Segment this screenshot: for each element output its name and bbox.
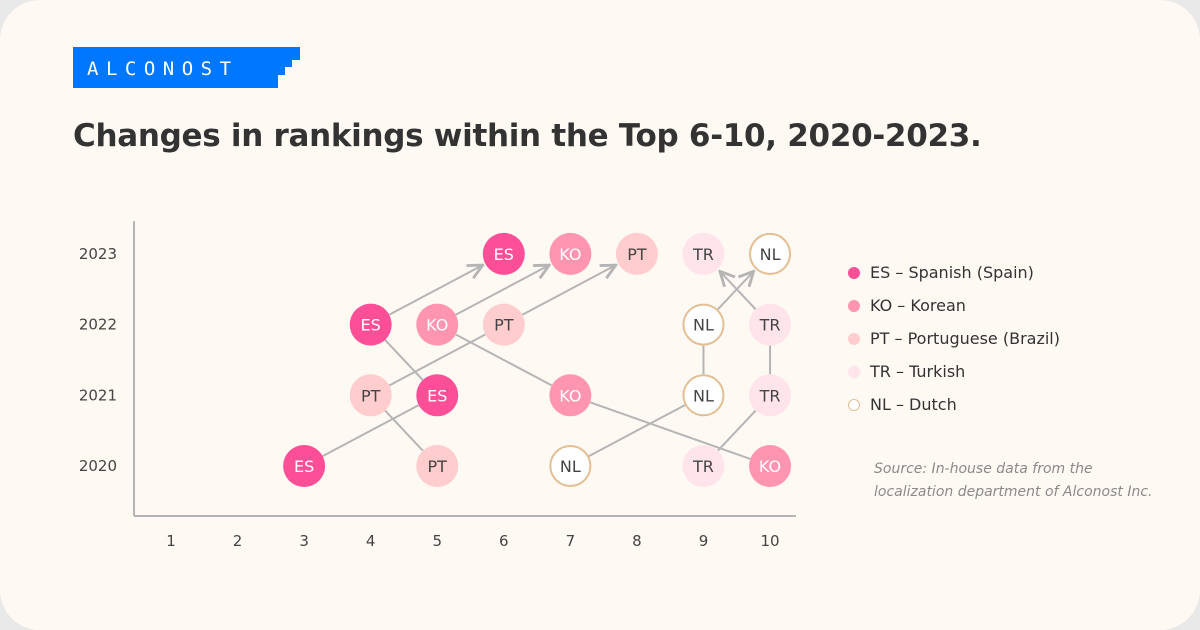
tr-connector [720,271,757,310]
tr-point-2021 [749,374,792,417]
legend-swatch [848,332,860,345]
pt-point-label: PT [428,457,448,476]
es-point-2022 [349,303,392,346]
x-tick-label: 5 [432,532,442,550]
es-connector [384,339,424,381]
source-line-1: Source: In-house data from the [874,461,1093,477]
nl-point-label: NL [693,386,714,405]
legend-item-pt: PT – Portuguese (Brazil) [848,322,1060,355]
es-point-2021 [416,374,459,417]
pt-connector [521,265,615,316]
legend-label: PT – Portuguese (Brazil) [870,329,1060,348]
es-point-label: ES [427,386,447,405]
es-point-label: ES [494,245,514,264]
x-tick-label: 3 [299,532,309,550]
es-connector [322,404,420,458]
alconost-logo: ALCONOST [73,47,300,88]
ko-point-label: KO [426,316,448,335]
es-point-2023 [482,232,525,275]
nl-point-2020 [549,445,592,487]
pt-point-2023 [615,232,658,275]
nl-connector [717,271,754,310]
tr-point-label: TR [759,386,781,405]
pt-point-2020 [416,445,459,487]
ko-connector [455,265,549,316]
x-tick-label: 2 [233,532,243,550]
pt-point-label: PT [361,386,381,405]
x-tick-label: 1 [166,532,176,550]
y-tick-label: 2022 [79,316,117,334]
legend-label: KO – Korean [870,296,966,315]
ko-point-2022 [416,303,459,346]
tr-point-2023 [682,232,725,275]
nl-point-2023 [749,232,792,275]
pt-point-2022 [482,303,525,346]
tr-point-label: TR [692,245,714,264]
nl-point-label: NL [693,316,714,335]
pt-point-2021 [349,374,392,417]
pt-connector [388,333,486,387]
legend-item-nl: NL – Dutch [848,388,1060,421]
x-tick-label: 7 [566,532,576,550]
y-tick-label: 2020 [79,457,117,475]
ko-point-2023 [549,232,592,275]
legend-swatch [848,398,860,411]
nl-point-2022 [682,303,725,346]
legend-swatch [848,299,860,312]
legend-label: TR – Turkish [870,362,966,381]
svg-text:ALCONOST: ALCONOST [87,58,239,80]
x-tick-label: 4 [366,532,376,550]
nl-point-label: NL [760,245,781,264]
x-tick-label: 6 [499,532,509,550]
tr-point-2020 [682,445,725,487]
nl-point-label: NL [560,457,581,476]
legend: ES – Spanish (Spain) KO – Korean PT – Port… [848,256,1060,421]
y-tick-label: 2021 [79,386,117,404]
ko-connector [589,401,751,460]
legend-swatch [848,365,860,378]
es-connector [388,265,482,316]
es-point-2020 [283,445,326,487]
legend-swatch [848,266,860,279]
source-note: Source: In-house data from the localizat… [874,458,1152,504]
legend-item-es: ES – Spanish (Spain) [848,256,1060,289]
nl-point-2021 [682,374,725,417]
es-point-label: ES [294,457,314,476]
nl-connector [588,404,686,458]
legend-item-ko: KO – Korean [848,289,1060,322]
tr-point-2022 [749,303,792,346]
ko-point-2021 [549,374,592,417]
x-tick-label: 9 [699,532,709,550]
source-line-2: localization department of Alconost Inc. [874,484,1153,500]
legend-label: ES – Spanish (Spain) [870,263,1034,282]
es-point-label: ES [361,316,381,335]
legend-label: NL – Dutch [870,395,957,414]
y-tick-label: 2023 [79,245,117,263]
tr-connector [717,409,757,452]
tr-point-label: TR [692,457,714,476]
ko-point-label: KO [759,457,781,476]
ko-point-label: KO [559,245,581,264]
pt-point-label: PT [494,316,514,335]
ko-point-2020 [749,445,792,487]
pt-connector [384,409,424,452]
pt-point-label: PT [627,245,647,264]
legend-item-tr: TR – Turkish [848,355,1060,388]
x-tick-label: 10 [760,532,779,550]
x-tick-label: 8 [632,532,642,550]
ko-connector [455,333,553,387]
tr-point-label: TR [759,316,781,335]
ko-point-label: KO [559,386,581,405]
page-title: Changes in rankings within the Top 6-10,… [73,118,982,154]
